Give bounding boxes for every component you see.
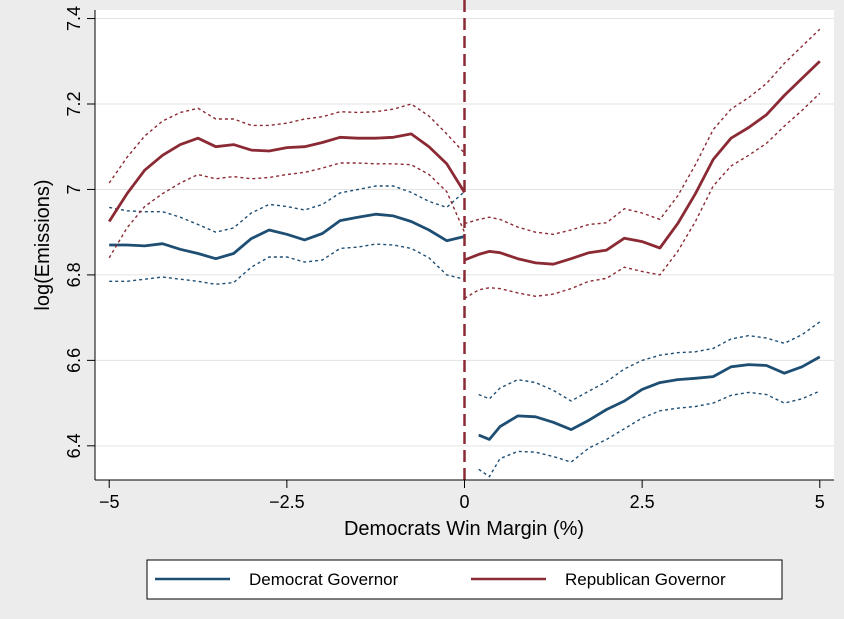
democrat-ci-lower xyxy=(109,243,465,286)
x-tick-label: 2.5 xyxy=(630,492,655,512)
republican-ci-lower xyxy=(108,162,466,259)
y-tick-label: 7.4 xyxy=(64,6,84,31)
legend: Democrat Governor Republican Governor xyxy=(146,559,783,600)
x-ticks: −5 −2.5 0 2.5 5 xyxy=(99,480,825,512)
legend-label-republican: Republican Governor xyxy=(565,570,726,589)
x-axis-label: Democrats Win Margin (%) xyxy=(344,518,584,540)
republican-line xyxy=(463,60,821,266)
x-tick-label: −2.5 xyxy=(269,492,305,512)
y-tick-label: 6.8 xyxy=(64,262,84,287)
series-layer xyxy=(108,0,821,480)
legend-box xyxy=(146,559,783,600)
democrat-line xyxy=(478,355,821,441)
republican-line xyxy=(108,132,466,223)
democrat-ci-upper xyxy=(478,321,821,402)
democrat-ci-lower xyxy=(478,390,821,478)
y-tick-label: 6.4 xyxy=(64,433,84,458)
x-tick-label: −5 xyxy=(99,492,120,512)
y-ticks: 6.4 6.6 6.8 7 7.2 7.4 xyxy=(64,6,95,458)
legend-label-democrat: Democrat Governor xyxy=(249,570,399,589)
republican-ci-lower xyxy=(464,92,821,300)
y-axis-label: log(Emissions) xyxy=(32,179,54,310)
y-tick-label: 7 xyxy=(64,184,84,194)
democrat-line xyxy=(109,212,465,261)
y-tick-label: 6.6 xyxy=(64,348,84,373)
democrat-ci-upper xyxy=(109,185,465,233)
x-tick-label: 5 xyxy=(815,492,825,512)
y-tick-label: 7.2 xyxy=(64,91,84,116)
x-tick-label: 0 xyxy=(459,492,469,512)
